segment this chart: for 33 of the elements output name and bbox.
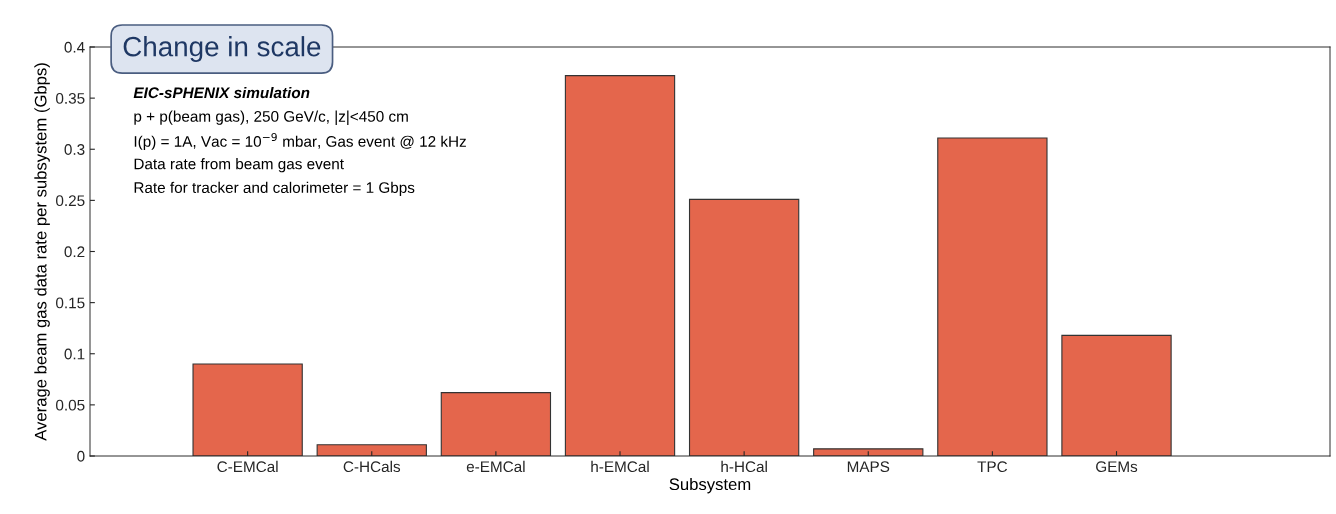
- y-tick-label: 0.35: [56, 92, 85, 104]
- y-tick-label: 0.05: [56, 399, 85, 411]
- x-tick-label: h-HCal: [721, 460, 767, 473]
- y-tick-label: 0.2: [64, 246, 85, 258]
- annotation: Data rate from beam gas event: [134, 158, 344, 173]
- y-tick-label: 0: [77, 450, 85, 462]
- y-tick-label: 0.4: [64, 41, 85, 53]
- y-tick-label: 0.1: [64, 348, 85, 360]
- x-tick-label: TPC: [977, 461, 1008, 473]
- annotation: Rate for tracker and calorimeter = 1 Gbps: [134, 181, 415, 197]
- bar: [813, 448, 924, 456]
- y-tick-label: 0.25: [56, 195, 85, 207]
- bar: [440, 392, 552, 456]
- annotation: p + p(beam gas), 250 GeV/c, |z|<450 cm: [134, 110, 408, 125]
- y-axis-title: Average beam gas data rate per subsystem (Gbps): [34, 63, 50, 441]
- x-tick-label: MAPS: [847, 461, 890, 473]
- x-tick-label: C-EMCal: [217, 460, 278, 473]
- x-tick-label: C-HCals: [343, 460, 401, 473]
- x-tick-label: e-EMCal: [466, 460, 525, 473]
- y-tick-label: 0.3: [64, 144, 85, 155]
- bar: [564, 75, 676, 456]
- x-axis-title: Subsystem: [669, 477, 751, 494]
- annotation: EIC-sPHENIX simulation: [133, 86, 310, 99]
- x-tick-label: GEMs: [1096, 461, 1138, 473]
- bar: [937, 137, 1048, 456]
- bar: [192, 363, 303, 456]
- bar: [316, 444, 427, 456]
- y-tick-label: 0.15: [56, 297, 85, 309]
- x-tick-label: h-EMCal: [591, 460, 649, 473]
- bar: [1061, 334, 1172, 456]
- bar: [688, 198, 800, 456]
- annotation: I(p) = 1A, Vac = 10$^{−9}$ mbar, Gas event @ 12 kHz: [134, 132, 466, 150]
- annotation: Change in scale: [123, 36, 321, 62]
